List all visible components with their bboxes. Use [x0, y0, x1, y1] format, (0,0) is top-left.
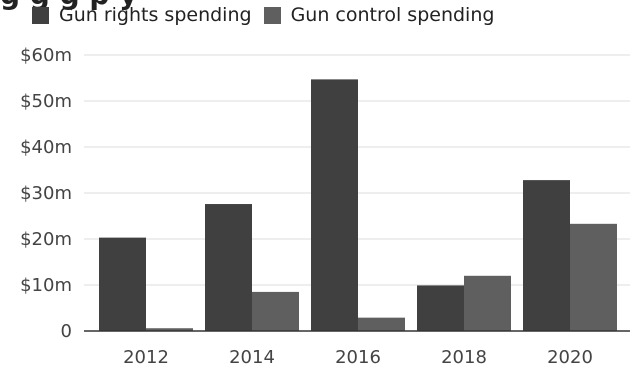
bar-gun-rights-2018 [417, 285, 464, 331]
legend-label-gun-rights: Gun rights spending [59, 4, 252, 26]
y-tick-label-10: $10m [20, 275, 72, 296]
bar-gun-control-2016 [358, 317, 405, 331]
y-tick-label-20: $20m [20, 229, 72, 250]
x-tick-label-2020: 2020 [547, 347, 593, 367]
chart-title-fragment: g g g p y [0, 0, 137, 11]
bar-gun-control-2014 [252, 291, 299, 331]
legend: Gun rights spending Gun control spending [32, 4, 494, 26]
y-tick-label-30: $30m [20, 183, 72, 204]
legend-swatch-gun-control [263, 6, 281, 24]
bar-gun-rights-2020 [523, 180, 570, 331]
bar-gun-control-2020 [570, 223, 617, 331]
y-tick-label-50: $50m [20, 91, 72, 112]
x-tick-label-2012: 2012 [123, 347, 169, 367]
x-tick-label-2014: 2014 [229, 347, 275, 367]
x-tick-label-2016: 2016 [335, 347, 381, 367]
bar-gun-rights-2012 [99, 237, 146, 331]
legend-swatch-gun-rights [32, 6, 49, 24]
bar-gun-rights-2014 [205, 204, 252, 331]
y-tick-label-60: $60m [20, 45, 72, 66]
legend-label-gun-control: Gun control spending [290, 4, 495, 26]
bar-gun-rights-2016 [311, 79, 358, 331]
bar-gun-control-2018 [464, 275, 511, 331]
bar-gun-control-2012 [146, 328, 193, 331]
y-tick-label-40: $40m [20, 137, 72, 158]
x-tick-label-2018: 2018 [441, 347, 487, 367]
legend-item-gun-rights: Gun rights spending [32, 4, 252, 26]
y-tick-label-0: 0 [61, 321, 72, 342]
legend-item-gun-control: Gun control spending [263, 4, 495, 26]
